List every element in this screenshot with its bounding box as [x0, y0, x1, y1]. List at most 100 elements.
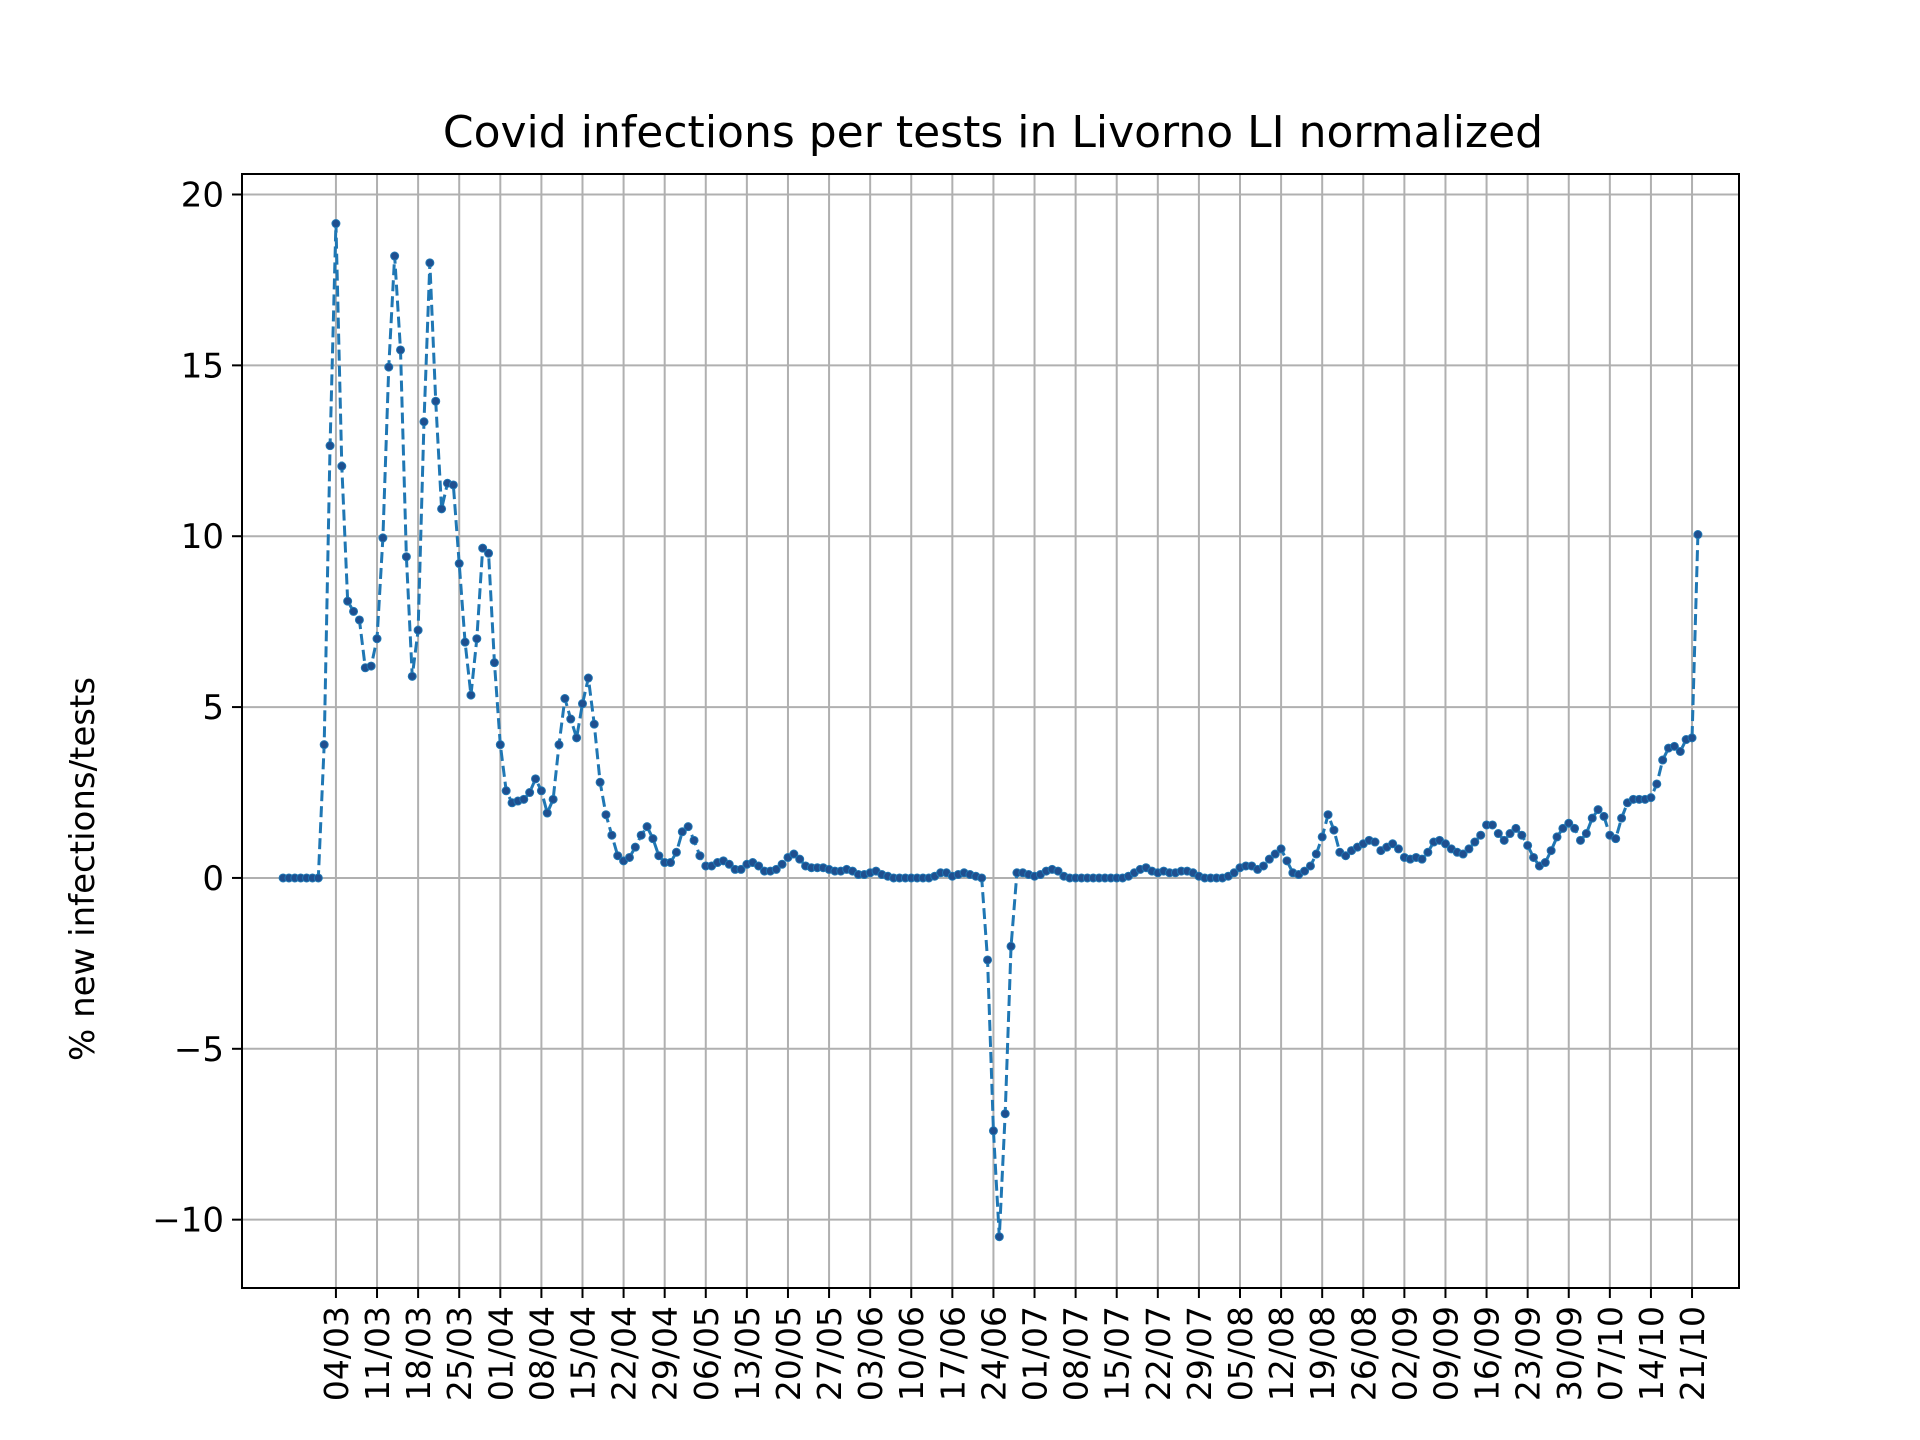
y-tick-label: 10 — [181, 517, 224, 557]
y-tick-label: 20 — [181, 176, 224, 216]
chart-title: Covid infections per tests in Livorno LI… — [443, 107, 1543, 158]
data-point — [677, 827, 687, 837]
data-point — [1311, 849, 1321, 859]
data-point — [1276, 844, 1286, 854]
data-point — [689, 835, 699, 845]
x-tick-label: 16/09 — [1468, 1306, 1507, 1401]
x-tick-label: 24/06 — [974, 1306, 1013, 1401]
data-point — [560, 694, 570, 704]
data-point — [437, 504, 447, 514]
x-tick-label: 19/08 — [1303, 1306, 1342, 1401]
series-line — [283, 222, 1700, 1239]
x-tick-label: 10/06 — [892, 1306, 931, 1401]
data-point — [525, 788, 535, 798]
data-point — [1440, 839, 1450, 849]
data-point — [636, 830, 646, 840]
data-point — [795, 854, 805, 864]
data-point — [378, 533, 388, 543]
data-point — [354, 615, 364, 625]
data-point — [454, 559, 464, 569]
data-point — [1675, 747, 1685, 756]
data-point — [654, 851, 664, 861]
data-point — [1317, 832, 1327, 842]
data-point — [1693, 530, 1703, 540]
data-point — [396, 345, 406, 355]
data-point — [624, 852, 634, 862]
data-point — [1540, 858, 1550, 868]
x-tick-label: 08/04 — [522, 1306, 561, 1401]
data-point — [1611, 834, 1621, 844]
data-point — [1487, 820, 1497, 830]
data-point — [343, 596, 353, 606]
data-point — [536, 786, 546, 796]
data-point — [601, 810, 611, 820]
data-point — [313, 873, 323, 883]
data-point — [501, 786, 511, 796]
data-point — [1652, 779, 1662, 789]
data-point — [554, 740, 564, 750]
data-point — [1229, 868, 1239, 878]
data-point — [577, 699, 587, 709]
data-point — [583, 673, 593, 683]
data-point — [683, 822, 693, 832]
x-tick-label: 03/06 — [851, 1306, 890, 1401]
data-point — [366, 661, 376, 671]
data-point — [472, 634, 482, 644]
data-point — [1658, 755, 1668, 765]
data-point — [1476, 830, 1486, 840]
x-tick-label: 06/05 — [687, 1306, 726, 1401]
data-point — [994, 1232, 1004, 1242]
axes-frame — [241, 173, 1740, 1289]
data-point — [478, 543, 488, 553]
data-point — [1388, 839, 1398, 849]
data-point — [542, 808, 552, 818]
data-point — [1517, 830, 1527, 840]
x-tick-label: 15/04 — [563, 1306, 602, 1401]
data-point — [1529, 852, 1539, 862]
y-tick-label: −5 — [174, 1030, 224, 1070]
data-point — [988, 1126, 998, 1136]
x-tick-label: 01/04 — [481, 1306, 520, 1401]
data-point — [1341, 851, 1351, 861]
x-tick-label: 07/10 — [1591, 1306, 1630, 1401]
data-point — [771, 864, 781, 874]
data-point — [1258, 861, 1268, 871]
data-point — [671, 847, 681, 857]
data-point — [1599, 811, 1609, 821]
data-point — [607, 830, 617, 840]
x-tick-label: 25/03 — [440, 1306, 479, 1401]
data-point — [1575, 835, 1585, 845]
x-tick-label: 20/05 — [769, 1306, 808, 1401]
x-tick-label: 11/03 — [358, 1306, 397, 1401]
data-point — [489, 658, 499, 668]
data-point — [1300, 866, 1310, 876]
x-tick-label: 08/07 — [1057, 1306, 1096, 1401]
x-tick-label: 01/07 — [1016, 1306, 1055, 1401]
data-point — [1370, 837, 1380, 847]
x-tick-label: 29/04 — [646, 1306, 685, 1401]
data-point — [1581, 829, 1591, 839]
data-point — [407, 671, 417, 681]
data-point — [983, 955, 993, 965]
x-axis-ticks: 04/03 11/03 18/03 25/03 01/04 08/04 15/04 22/04… — [317, 1288, 1712, 1401]
data-point — [431, 396, 441, 406]
data-point — [331, 219, 341, 229]
data-point — [736, 864, 746, 874]
data-point — [1006, 941, 1016, 951]
data-point — [1669, 741, 1679, 751]
data-point — [1564, 818, 1574, 828]
data-point — [1323, 810, 1333, 820]
x-tick-label: 29/07 — [1180, 1306, 1219, 1401]
data-point — [1587, 813, 1597, 823]
y-tick-label: −10 — [152, 1201, 224, 1241]
data-point — [572, 733, 582, 743]
data-point — [1423, 847, 1433, 857]
data-point — [466, 690, 476, 700]
data-point — [1646, 793, 1656, 803]
data-point — [1470, 837, 1480, 847]
data-point — [495, 740, 505, 750]
data-point — [448, 480, 458, 490]
data-point — [1458, 849, 1468, 859]
data-point — [372, 634, 382, 644]
x-tick-label: 23/09 — [1509, 1306, 1548, 1401]
